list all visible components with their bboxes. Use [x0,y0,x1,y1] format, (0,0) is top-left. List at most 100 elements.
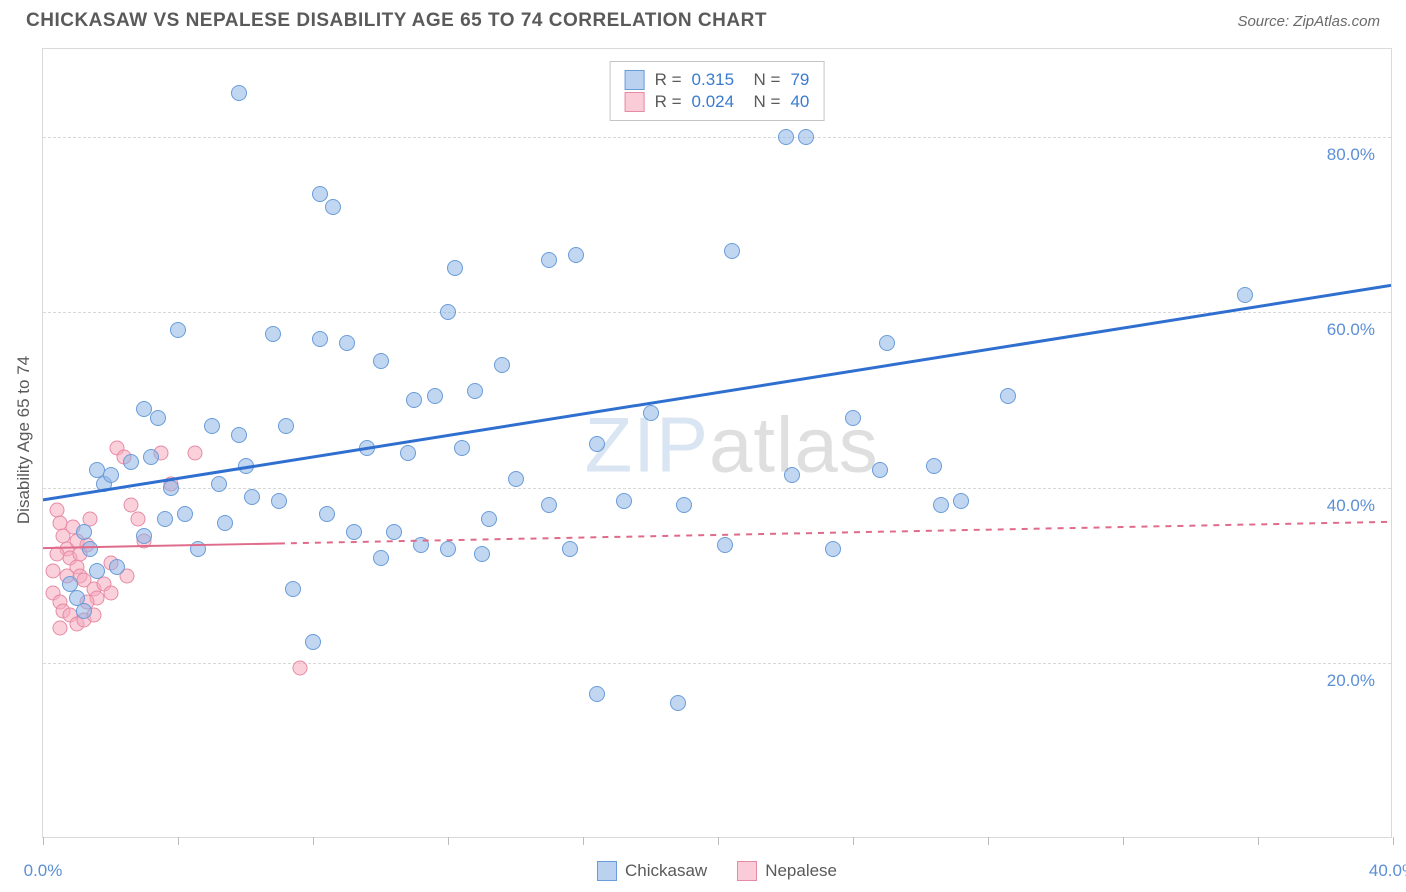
scatter-point [319,506,335,522]
xtick [313,837,314,845]
scatter-point [670,695,686,711]
scatter-point [89,563,105,579]
scatter-point [589,436,605,452]
scatter-point [278,418,294,434]
scatter-point [717,537,733,553]
scatter-point [312,186,328,202]
stats-n-label: N = [754,70,781,90]
scatter-point [136,528,152,544]
scatter-point [589,686,605,702]
scatter-point [494,357,510,373]
scatter-point [373,550,389,566]
scatter-point [244,489,260,505]
scatter-point [541,252,557,268]
scatter-point [52,621,67,636]
legend-swatch-pink [737,861,757,881]
xtick [43,837,44,845]
scatter-point [339,335,355,351]
scatter-point [474,546,490,562]
scatter-point [643,405,659,421]
scatter-point [724,243,740,259]
scatter-point [163,480,179,496]
ytick-label: 20.0% [1327,671,1375,691]
scatter-point [359,440,375,456]
scatter-point [76,603,92,619]
xtick-label: 40.0% [1369,861,1406,881]
scatter-point [440,541,456,557]
scatter-point [130,511,145,526]
scatter-point [265,326,281,342]
scatter-point [508,471,524,487]
scatter-point [400,445,416,461]
stats-box: R = 0.315 N = 79 R = 0.024 N = 40 [610,61,825,121]
scatter-point [211,476,227,492]
scatter-point [953,493,969,509]
xtick-label: 0.0% [24,861,63,881]
scatter-point [231,85,247,101]
gridline [43,312,1391,313]
stats-row-nepalese: R = 0.024 N = 40 [625,92,810,112]
scatter-point [190,541,206,557]
xtick [1393,837,1394,845]
scatter-point [616,493,632,509]
xtick [178,837,179,845]
scatter-point [676,497,692,513]
scatter-point [157,511,173,527]
scatter-point [123,454,139,470]
legend-swatch-blue [597,861,617,881]
scatter-point [427,388,443,404]
scatter-point [413,537,429,553]
scatter-point [481,511,497,527]
xtick [1258,837,1259,845]
scatter-point [325,199,341,215]
stats-n-value: 40 [790,92,809,112]
scatter-point [798,129,814,145]
ytick-label: 60.0% [1327,320,1375,340]
chart-title: CHICKASAW VS NEPALESE DISABILITY AGE 65 … [26,10,767,32]
stats-row-chickasaw: R = 0.315 N = 79 [625,70,810,90]
scatter-point [103,586,118,601]
scatter-point [82,541,98,557]
source-label: Source: ZipAtlas.com [1237,13,1380,30]
bottom-legend: Chickasaw Nepalese [597,861,837,881]
scatter-point [467,383,483,399]
legend-item-nepalese: Nepalese [737,861,837,881]
scatter-point [825,541,841,557]
scatter-point [1000,388,1016,404]
stats-swatch-pink [625,92,645,112]
scatter-point [845,410,861,426]
scatter-point [541,497,557,513]
y-axis-label: Disability Age 65 to 74 [14,356,34,524]
scatter-point [217,515,233,531]
gridline [43,488,1391,489]
stats-swatch-blue [625,70,645,90]
scatter-point [103,467,119,483]
xtick [448,837,449,845]
scatter-point [784,467,800,483]
gridline [43,137,1391,138]
scatter-point [187,445,202,460]
scatter-point [109,559,125,575]
scatter-point [238,458,254,474]
scatter-point [177,506,193,522]
scatter-point [150,410,166,426]
xtick [1123,837,1124,845]
scatter-point [292,660,307,675]
scatter-point [568,247,584,263]
scatter-point [406,392,422,408]
scatter-point [879,335,895,351]
xtick [583,837,584,845]
ytick-label: 80.0% [1327,145,1375,165]
scatter-point [305,634,321,650]
scatter-point [778,129,794,145]
legend-item-chickasaw: Chickasaw [597,861,707,881]
scatter-point [312,331,328,347]
scatter-point [231,427,247,443]
scatter-point [49,546,64,561]
scatter-point [271,493,287,509]
scatter-point [454,440,470,456]
xtick [853,837,854,845]
legend-label: Chickasaw [625,861,707,881]
xtick [988,837,989,845]
stats-r-label: R = [655,70,682,90]
